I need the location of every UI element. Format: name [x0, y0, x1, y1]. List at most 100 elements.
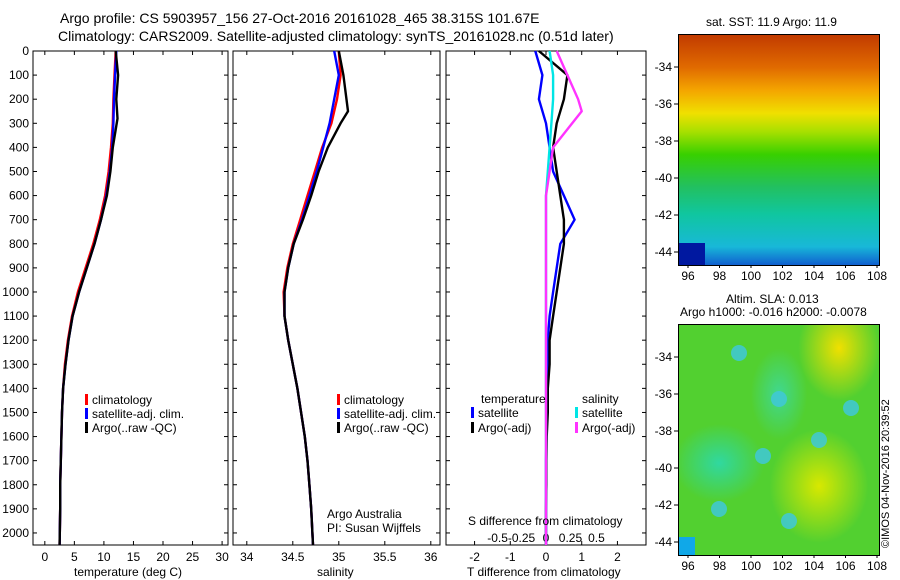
- legend-label: satellite: [478, 406, 519, 420]
- sla-blob: [711, 501, 727, 517]
- diff-top-xlabel: S difference from climatology: [468, 514, 623, 528]
- temp-legend-climatology: climatology: [85, 393, 152, 407]
- map-x-tick-label: 102: [772, 269, 792, 283]
- map-x-tick-label: 102: [772, 559, 792, 573]
- sla-blob: [843, 399, 859, 416]
- y-tick-label: 1800: [2, 478, 29, 492]
- legend-swatch-blue: [337, 408, 340, 419]
- map-x-tick-label: 100: [741, 269, 761, 283]
- map-x-tick-label: 96: [681, 559, 695, 573]
- map-x-tick-label: 106: [835, 269, 855, 283]
- series-line-salinity-argo-adj-: [544, 50, 583, 545]
- legend-swatch-blue: [471, 407, 474, 418]
- sal-legend-satellite: satellite-adj. clim.: [337, 407, 436, 421]
- y-tick-label: 1300: [2, 357, 29, 371]
- temp-legend-argo: Argo(..raw -QC): [85, 421, 177, 435]
- legend-label: Argo(-adj): [582, 421, 636, 435]
- panel-frame-1: [232, 50, 441, 546]
- temp-xlabel: temperature (deg C): [74, 565, 183, 579]
- y-tick-label: 1900: [2, 502, 29, 516]
- map-x-tick-label: 104: [804, 559, 824, 573]
- diff-legend-temp-satellite: satellite: [471, 406, 519, 420]
- sla-blob: [811, 432, 827, 448]
- y-tick-label: 1200: [2, 333, 29, 347]
- series-line-argo-raw-qc-: [58, 50, 120, 546]
- legend-swatch-black: [471, 422, 474, 433]
- top-x-tick-label: -0.25: [508, 531, 536, 545]
- panel-frame-0: [32, 50, 229, 546]
- y-tick-label: 100: [9, 68, 29, 82]
- diff-legend-temp-argo: Argo(-adj): [471, 421, 531, 435]
- sst-map-title: sat. SST: 11.9 Argo: 11.9: [706, 15, 837, 29]
- legend-swatch-black: [337, 422, 340, 433]
- series-line-climatology: [58, 50, 117, 546]
- x-tick-label: 10: [97, 550, 111, 564]
- legend-label: Argo(..raw -QC): [344, 421, 429, 435]
- credit-line1: Argo Australia: [327, 507, 402, 521]
- map-y-tick-label: -38: [655, 424, 673, 438]
- series-line-climatology: [282, 50, 342, 546]
- imos-timestamp: ©IMOS 04-Nov-2016 20:39:52: [880, 399, 892, 548]
- diff-legend-sal-argo: Argo(-adj): [575, 421, 635, 435]
- x-tick-label: 2: [614, 550, 621, 564]
- sal-legend-climatology: climatology: [337, 393, 404, 407]
- x-tick-label: 20: [156, 550, 170, 564]
- legend-swatch-cyan: [575, 407, 578, 418]
- map-x-tick-label: 104: [804, 269, 824, 283]
- legend-swatch-red: [337, 394, 340, 405]
- x-tick-label: 30: [215, 550, 229, 564]
- sst-cold-corner: [679, 243, 705, 265]
- sal-xlabel: salinity: [317, 565, 354, 579]
- map-y-tick-label: -34: [655, 350, 673, 364]
- legend-label: Argo(..raw -QC): [92, 421, 177, 435]
- map-x-tick-label: 96: [681, 269, 695, 283]
- y-tick-label: 0: [22, 44, 29, 58]
- y-tick-label: 1500: [2, 405, 29, 419]
- legend-swatch-red: [85, 394, 88, 405]
- map-x-tick-label: 100: [741, 559, 761, 573]
- y-tick-label: 900: [9, 261, 29, 275]
- figure-title-line2: Climatology: CARS2009. Satellite-adjuste…: [58, 28, 614, 44]
- x-tick-label: 35.5: [373, 550, 397, 564]
- legend-label: satellite: [582, 406, 623, 420]
- y-tick-label: 500: [9, 164, 29, 178]
- map-y-tick-label: -40: [655, 171, 673, 185]
- x-tick-label: 34.5: [281, 550, 305, 564]
- y-tick-label: 1000: [2, 285, 29, 299]
- legend-label: climatology: [92, 393, 153, 407]
- series-line-satellite-adj-clim-: [58, 50, 118, 546]
- y-tick-label: 1600: [2, 430, 29, 444]
- sla-blob: [781, 512, 797, 529]
- x-tick-label: 25: [186, 550, 200, 564]
- x-tick-label: 15: [127, 550, 141, 564]
- sla-low-corner: [679, 537, 695, 555]
- x-tick-label: 1: [578, 550, 585, 564]
- map-x-tick-label: 108: [867, 269, 887, 283]
- map-y-tick-label: -42: [655, 498, 673, 512]
- series-line-argo-raw-qc-: [283, 50, 350, 546]
- x-tick-label: 5: [71, 550, 78, 564]
- legend-swatch-blue: [85, 408, 88, 419]
- x-tick-label: -2: [469, 550, 480, 564]
- top-x-tick-label: -0.5: [487, 531, 508, 545]
- legend-label: Argo(-adj): [478, 421, 532, 435]
- legend-label: satellite-adj. clim.: [92, 407, 185, 421]
- legend-label: climatology: [344, 393, 405, 407]
- diff-legend-sal-title: salinity: [582, 392, 619, 406]
- sla-blob: [771, 390, 787, 407]
- map-y-tick-label: -36: [655, 387, 673, 401]
- sal-legend-argo: Argo(..raw -QC): [337, 421, 429, 435]
- sst-map: [678, 34, 880, 266]
- sla-map-title2: Argo h1000: -0.016 h2000: -0.0078: [680, 305, 867, 319]
- sla-map-title1: Altim. SLA: 0.013: [726, 292, 819, 306]
- top-x-tick-label: 0.5: [588, 531, 605, 545]
- map-y-tick-label: -42: [655, 208, 673, 222]
- sla-blob: [755, 448, 771, 465]
- x-tick-label: 36: [424, 550, 438, 564]
- diff-xlabel: T difference from climatology: [467, 565, 621, 579]
- map-x-tick-label: 108: [867, 559, 887, 573]
- y-tick-label: 1700: [2, 454, 29, 468]
- sla-map: [678, 324, 880, 556]
- map-x-tick-label: 98: [713, 559, 727, 573]
